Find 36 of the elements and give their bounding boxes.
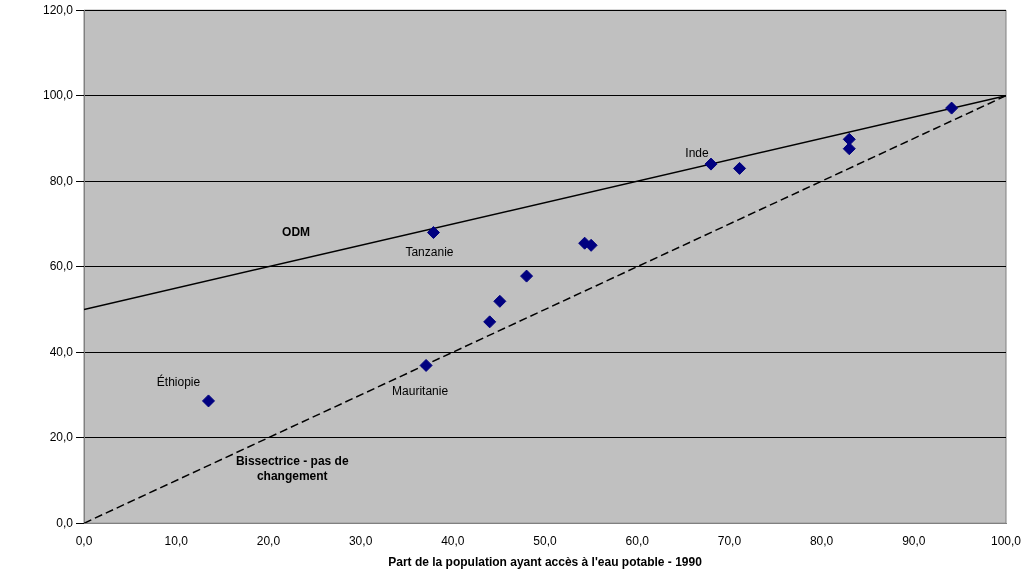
annotation: Mauritanie <box>392 383 449 398</box>
x-tick-label: 20,0 <box>256 533 281 548</box>
x-tick-label: 90,0 <box>902 533 926 548</box>
annotation: Inde <box>685 146 709 161</box>
annotation: Éthiopie <box>156 374 201 390</box>
point <box>733 161 747 175</box>
point <box>483 315 497 329</box>
x-tick-label: 80,0 <box>809 533 834 548</box>
annotation: Bissectrice - pas de changement <box>235 454 349 484</box>
x-tick-label: 0,0 <box>75 533 93 548</box>
x-tick-label: 70,0 <box>717 533 742 548</box>
point <box>426 226 440 239</box>
x-tick-label: 50,0 <box>533 533 558 548</box>
x-tick-label: 10,0 <box>164 533 189 548</box>
y-tick-label: 80,0 <box>49 173 74 188</box>
point <box>493 294 507 308</box>
point <box>520 269 534 283</box>
x-axis-title: Part de la population ayant accès à l'eau potable - 1990 <box>388 555 703 570</box>
point <box>842 142 856 156</box>
point <box>419 358 433 372</box>
point <box>842 132 856 146</box>
y-tick-label: 20,0 <box>49 430 74 445</box>
point <box>945 101 959 115</box>
y-tick-label: 60,0 <box>49 259 74 274</box>
y-tick-label: 40,0 <box>49 344 74 359</box>
y-tick-label: 100,0 <box>43 88 74 103</box>
x-tick-label: 100,0 <box>990 533 1022 548</box>
x-tick-label: 30,0 <box>348 533 373 548</box>
annotation: Tanzanie <box>405 244 454 259</box>
x-tick-label: 60,0 <box>625 533 650 548</box>
point <box>202 394 215 408</box>
y-tick-label: 120,0 <box>43 2 74 17</box>
y-tick-label: 0,0 <box>56 515 74 530</box>
annotation: ODM <box>282 224 311 239</box>
x-tick-label: 40,0 <box>441 533 465 548</box>
point <box>704 157 718 171</box>
